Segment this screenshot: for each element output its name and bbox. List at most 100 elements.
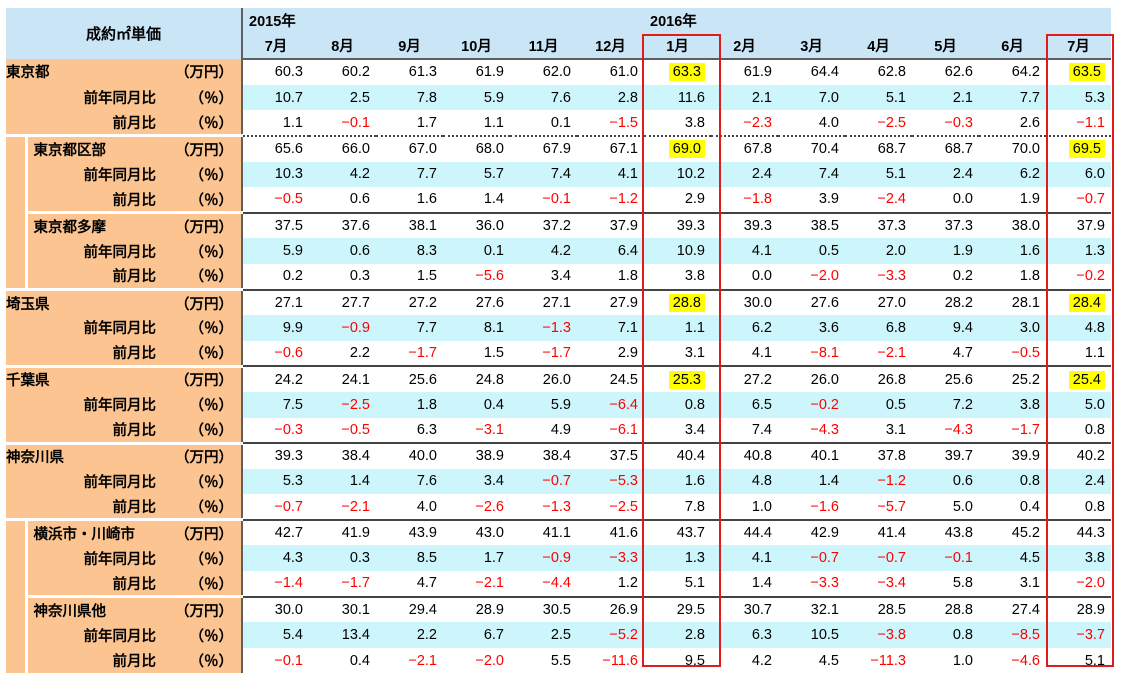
unit-label: （％） <box>160 340 243 367</box>
value-cell: 9.5 <box>644 647 711 674</box>
value-cell: 3.8 <box>644 110 711 136</box>
table-row: 前年同月比 （％） 7.5 −2.5 1.8 0.4 5.9 −6.4 0.8 6.5 −0.2 0.… <box>6 391 1111 418</box>
value-cell: −1.3 <box>510 315 577 341</box>
unit-label: （％） <box>160 161 243 188</box>
value-cell: 0.4 <box>979 494 1046 520</box>
value-cell: 0.0 <box>912 187 979 213</box>
value-cell: 7.8 <box>644 494 711 520</box>
value-cell: 25.6 <box>376 365 443 392</box>
value-cell: 1.1 <box>242 110 309 136</box>
row-indent <box>6 468 26 495</box>
table-row: 前年同月比 （％） 9.9 −0.9 7.7 8.1 −1.3 7.1 1.1 6.2 3.6 6.8… <box>6 315 1111 341</box>
value-cell: 37.6 <box>309 211 376 239</box>
value-cell: 67.9 <box>510 134 577 162</box>
year-2016-label: 2016年 <box>644 8 1111 34</box>
yoy-label: 前年同月比 <box>24 622 160 648</box>
value-cell: 2.5 <box>510 622 577 648</box>
unit-label: （％） <box>160 417 243 444</box>
value-cell: −2.1 <box>443 571 510 597</box>
value-cell: 7.6 <box>510 84 577 111</box>
yoy-label: 前年同月比 <box>24 161 160 188</box>
value-cell: −2.5 <box>845 110 912 136</box>
value-cell: 39.9 <box>979 442 1046 469</box>
unit-label: （万円） <box>160 364 243 392</box>
value-cell: 69.5 <box>1046 134 1111 162</box>
yoy-label: 前年同月比 <box>26 315 160 341</box>
row-indent <box>6 212 26 239</box>
row-indent <box>6 494 26 520</box>
value-cell: 1.4 <box>443 187 510 213</box>
mom-label: 前月比 <box>24 647 160 674</box>
region-name: 横浜市・川崎市 <box>24 518 160 546</box>
price-table: 成約㎡単価 2015年 2016年 7月 8月 9月 10月 11月 12月 1月 2月 3月 4… <box>6 8 1111 674</box>
value-cell: 70.0 <box>979 134 1046 162</box>
value-cell: 0.8 <box>644 391 711 418</box>
row-indent <box>6 263 26 290</box>
value-cell: 10.5 <box>778 622 845 648</box>
value-cell: 7.7 <box>376 161 443 188</box>
value-cell: −1.6 <box>778 494 845 520</box>
value-cell: 0.2 <box>242 263 309 290</box>
value-cell: 38.1 <box>376 211 443 239</box>
value-cell: 40.2 <box>1046 442 1111 469</box>
value-cell: 30.7 <box>711 595 778 623</box>
value-cell: 28.8 <box>912 595 979 623</box>
unit-label: （％） <box>160 571 243 597</box>
value-cell: 25.2 <box>979 365 1046 392</box>
value-cell: 1.2 <box>577 571 644 597</box>
value-cell: 0.6 <box>309 238 376 264</box>
value-cell: −0.9 <box>510 545 577 572</box>
unit-label: （％） <box>160 110 243 136</box>
mom-label: 前月比 <box>24 263 160 290</box>
value-cell: 3.1 <box>845 417 912 444</box>
value-cell: 67.0 <box>376 134 443 162</box>
value-cell: 1.1 <box>1046 340 1111 367</box>
value-cell: 0.5 <box>778 238 845 264</box>
value-cell: 4.8 <box>711 468 778 495</box>
value-cell: 5.3 <box>242 468 309 495</box>
value-cell: 43.8 <box>912 518 979 546</box>
value-cell: 7.7 <box>376 315 443 341</box>
value-cell: −5.2 <box>577 622 644 648</box>
header-row-years: 成約㎡単価 2015年 2016年 <box>6 8 1111 60</box>
value-cell: −0.5 <box>979 340 1046 367</box>
value-cell: 5.8 <box>912 571 979 597</box>
value-cell: 62.0 <box>510 58 577 85</box>
value-cell: 70.4 <box>778 134 845 162</box>
row-indent <box>6 161 26 188</box>
value-cell: −0.2 <box>778 391 845 418</box>
value-cell: 42.7 <box>242 518 309 546</box>
value-cell: 5.9 <box>242 238 309 264</box>
value-cell: 37.9 <box>577 211 644 239</box>
value-cell: 43.9 <box>376 518 443 546</box>
table-row: 横浜市・川崎市 （万円） 42.7 41.9 43.9 43.0 41.1 41.6 43.7 4… <box>6 518 1111 546</box>
month-header: 9月 <box>376 33 443 61</box>
value-cell: 1.5 <box>376 263 443 290</box>
value-cell: 2.2 <box>309 340 376 367</box>
value-cell: 3.4 <box>443 468 510 495</box>
value-cell: 6.8 <box>845 315 912 341</box>
unit-label: （万円） <box>160 211 243 239</box>
value-cell: 7.4 <box>778 161 845 188</box>
value-cell: 27.2 <box>711 365 778 392</box>
row-indent <box>6 110 26 136</box>
value-cell: 0.8 <box>912 622 979 648</box>
value-cell: −0.1 <box>510 187 577 213</box>
value-cell: 37.9 <box>1046 211 1111 239</box>
value-cell: 0.0 <box>711 263 778 290</box>
value-cell: 66.0 <box>309 134 376 162</box>
yoy-label: 前年同月比 <box>26 84 160 111</box>
highlighted-value: 69.0 <box>668 140 705 159</box>
region-name: 埼玉県 <box>6 288 160 316</box>
value-cell: 3.1 <box>644 340 711 367</box>
value-cell: 28.9 <box>443 595 510 623</box>
value-cell: 62.6 <box>912 58 979 85</box>
value-cell: 4.5 <box>778 647 845 674</box>
value-cell: −3.3 <box>845 263 912 290</box>
value-cell: 9.4 <box>912 315 979 341</box>
unit-label: （％） <box>160 647 243 674</box>
value-cell: 2.4 <box>1046 468 1111 495</box>
value-cell: 3.4 <box>644 417 711 444</box>
table-row: 前月比 （％） 0.2 0.3 1.5 −5.6 3.4 1.8 3.8 0.0 −2.0 −3.3 0… <box>6 263 1111 290</box>
unit-label: （％） <box>160 315 243 341</box>
